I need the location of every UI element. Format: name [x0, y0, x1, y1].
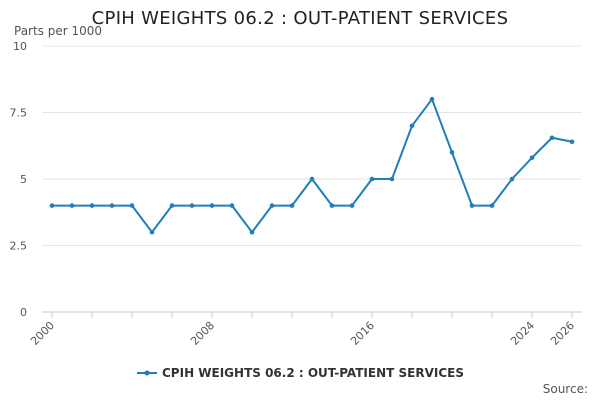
series-line [52, 98, 573, 234]
y-axis-title: Parts per 1000 [14, 24, 103, 38]
data-point[interactable] [309, 176, 315, 182]
data-point[interactable] [449, 150, 455, 155]
data-point[interactable] [569, 139, 575, 145]
y-tick-label: 2.5 [10, 240, 28, 253]
data-point[interactable] [249, 229, 255, 235]
y-tick-label: 7.5 [10, 107, 28, 120]
data-point[interactable] [369, 176, 375, 182]
data-point[interactable] [549, 135, 555, 141]
x-axis-tick-labels: 2000 2008 2016 2024 2026 [28, 319, 577, 348]
data-point[interactable] [409, 123, 415, 129]
data-point[interactable] [129, 203, 135, 208]
data-point[interactable] [89, 203, 95, 208]
x-tick-label: 2024 [508, 319, 537, 348]
source-label: Source: [542, 382, 588, 396]
y-tick-label: 5 [20, 173, 27, 186]
data-point[interactable] [209, 203, 215, 208]
data-point[interactable] [469, 203, 475, 208]
data-point[interactable] [349, 203, 355, 208]
data-point[interactable] [289, 203, 295, 208]
x-axis [42, 311, 582, 318]
data-point[interactable] [389, 176, 395, 182]
data-point[interactable] [69, 203, 75, 208]
x-tick-label: 2026 [548, 319, 577, 348]
data-point[interactable] [49, 203, 55, 208]
x-tick-label: 2016 [348, 319, 377, 348]
data-point[interactable] [149, 229, 155, 235]
legend-label: CPIH WEIGHTS 06.2 : OUT-PATIENT SERVICES [162, 366, 464, 380]
x-tick-label: 2000 [28, 319, 57, 348]
data-point[interactable] [529, 155, 535, 161]
data-point[interactable] [109, 203, 115, 208]
y-axis-tick-labels: 0 2.5 5 7.5 10 [10, 40, 28, 319]
chart-title: CPIH WEIGHTS 06.2 : OUT-PATIENT SERVICES [91, 8, 509, 29]
data-point[interactable] [269, 203, 275, 208]
data-point[interactable] [229, 203, 235, 208]
data-point[interactable] [169, 203, 175, 208]
y-tick-label: 0 [20, 306, 27, 319]
data-point[interactable] [509, 176, 515, 182]
data-point[interactable] [489, 203, 495, 208]
data-point[interactable] [329, 203, 335, 208]
data-point[interactable] [429, 96, 435, 102]
data-point[interactable] [189, 203, 195, 208]
legend[interactable]: CPIH WEIGHTS 06.2 : OUT-PATIENT SERVICES [0, 366, 600, 380]
gridlines [42, 45, 582, 246]
legend-swatch-icon [137, 370, 157, 376]
y-tick-label: 10 [13, 40, 27, 53]
series-layer [49, 96, 575, 235]
x-tick-label: 2008 [188, 319, 217, 348]
